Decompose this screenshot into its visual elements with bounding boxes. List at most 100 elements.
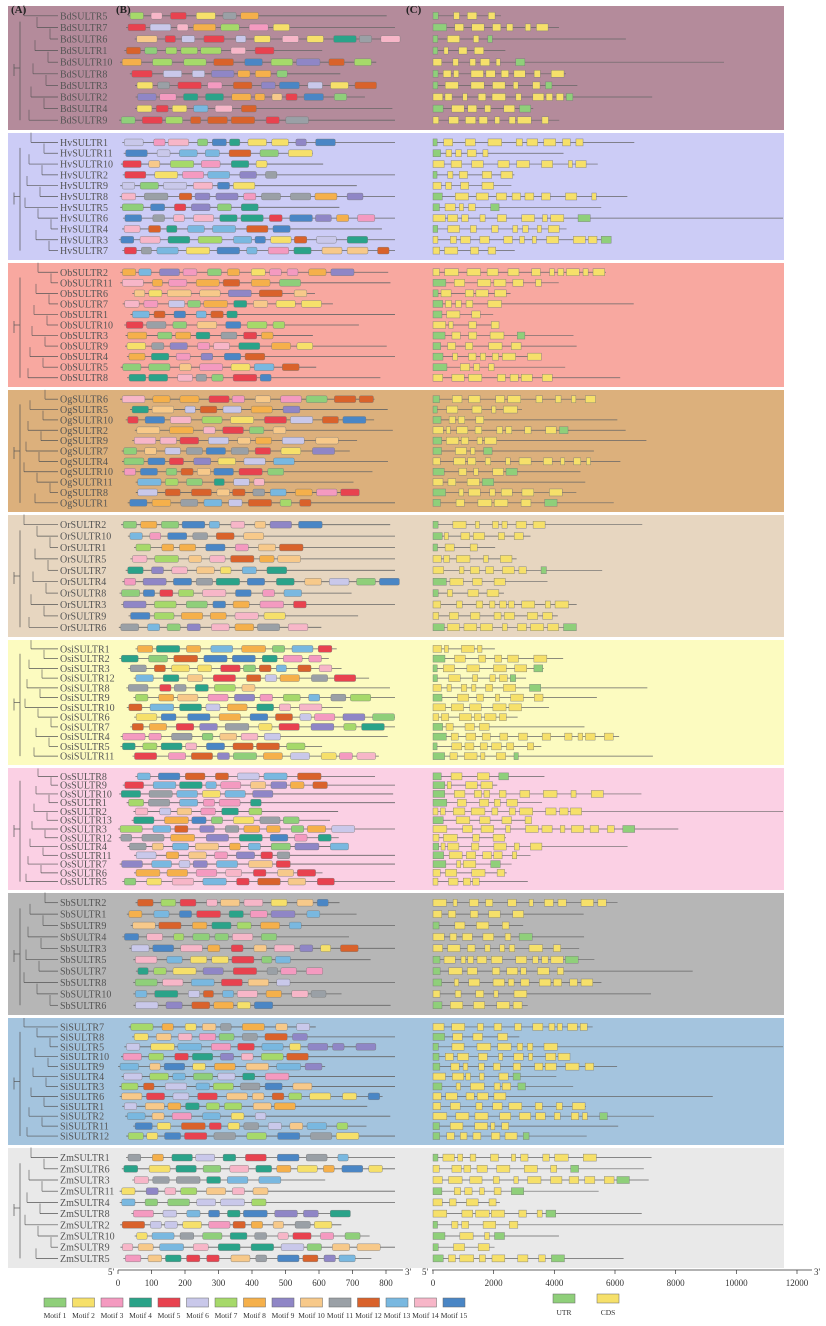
cds-block [442,1153,455,1162]
cds-block [444,246,459,255]
motif-box [293,246,312,255]
cds-block [453,807,466,816]
motif-box [172,1092,190,1100]
motif-box [186,246,210,255]
motif-box [210,645,233,653]
motif-box [132,723,144,731]
gene-structure-track [432,321,500,329]
motif-box [184,405,196,414]
cds-block [432,1176,443,1184]
motif-box [202,1023,217,1031]
motif-box [167,1102,181,1110]
cds-block [456,600,463,609]
cds-block [545,426,557,434]
cds-block [493,279,507,287]
cds-block [479,1187,485,1195]
gene-label: OgSULTR11 [60,478,113,489]
cds-block [541,192,551,201]
gene-label: OrSULTR8 [60,589,106,600]
motif-box [297,1165,318,1173]
cds-block [479,214,486,222]
motif-box [227,703,248,711]
motif-track [134,869,323,877]
utr-block [515,58,526,66]
motif-box [212,138,227,147]
motif-box [148,799,170,807]
utr-block [432,499,441,507]
motif-box [248,23,269,32]
motif-box [156,104,169,113]
cds-block [493,612,502,620]
cds-block [480,825,494,833]
axis-tick-label: 100 [145,1278,159,1288]
motif-box [283,816,300,824]
cds-block [557,1023,563,1031]
motif-track [126,703,343,711]
motif-box [123,1165,138,1173]
gene-structure-track [432,578,548,586]
motif-box [253,35,271,43]
utr-block [519,104,531,113]
motif-box [196,279,220,287]
cds-block [503,612,515,620]
motif-track [132,289,315,297]
cds-block [432,1209,448,1218]
motif-box [122,160,142,168]
cds-block [479,816,491,824]
motif-box [151,566,164,574]
motif-box [152,1176,170,1184]
cds-block [486,268,499,276]
motif-box [342,1092,357,1100]
motif-box [139,236,161,244]
gene-structure-track [432,921,524,930]
cds-block [512,910,524,918]
utr-block [513,752,519,760]
gene-label: ZmSULTR9 [60,1243,110,1254]
legend-label: Motif 12 [355,1311,382,1320]
motif-track [122,578,400,586]
species-group: SbSULTR2SbSULTR1SbSULTR9SbSULTR4SbSULTR3… [8,892,784,1015]
utr-block [432,192,443,201]
motif-box [159,268,180,276]
motif-box [275,1023,288,1031]
gene-structure-track [432,967,693,975]
motif-box [124,300,140,308]
cds-block [432,566,444,574]
motif-box [188,990,200,998]
cds-block [538,1254,546,1263]
motif-box [314,713,335,721]
cds-block [547,623,559,631]
cds-block [450,1001,464,1009]
gene-structure-track [432,543,496,552]
motif-box [160,742,183,750]
gene-label: OrSULTR1 [60,543,106,554]
gene-label: OsiSULTR9 [60,693,110,704]
motif-box [217,203,232,211]
gene-length-axis: 5' 3' 0 2000 4000 6000 8000 10000 12000 [422,1267,821,1288]
cds-block [562,138,571,147]
cds-block [432,944,443,952]
motif-box [144,1198,158,1207]
cds-block [448,1176,463,1184]
cds-block [519,236,525,244]
motif-track [133,674,370,682]
motif-box [330,268,355,276]
gene-structure-track [432,1072,557,1081]
motif-box [227,1122,240,1130]
motif-box [135,713,158,721]
motif-track [135,967,323,975]
cds-block [482,149,489,157]
cds-block [575,138,584,147]
motif-box [258,1176,282,1184]
motif-box [237,1001,251,1009]
motif-box [202,1112,221,1120]
motif-box [127,23,146,32]
cds-block [472,877,480,886]
motif-box [124,781,144,789]
motif-box [196,310,207,319]
motif-track [127,842,349,851]
motif-box [121,790,141,798]
motif-box [347,236,368,244]
gene-label: ZmSULTR11 [60,1187,114,1198]
motif-box [291,990,309,998]
